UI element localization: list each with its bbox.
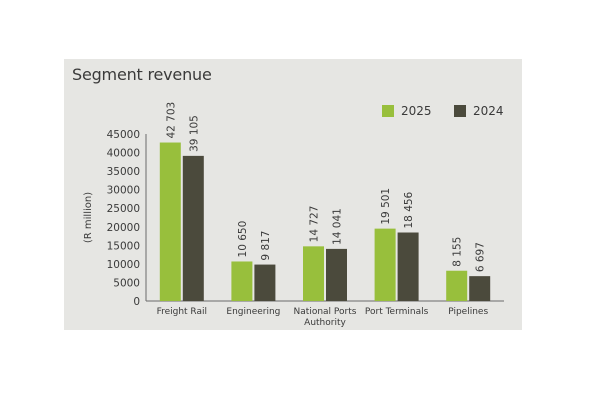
data-label-2024: 9 817: [260, 231, 272, 261]
y-tick-label: 10000: [107, 259, 140, 271]
y-tick-label: 30000: [107, 185, 140, 197]
y-tick-label: 35000: [107, 166, 140, 178]
chart-panel: Segment revenue 2025 2024 (R million) 0 50…: [64, 59, 522, 330]
bar-2024: [326, 248, 347, 301]
data-label-2025: 8 155: [452, 237, 464, 267]
x-tick-label: Freight Rail: [157, 307, 207, 317]
y-tick-label: 20000: [107, 222, 140, 234]
y-tick-label: 5000: [113, 277, 140, 289]
bar-2025: [159, 142, 181, 301]
x-tick-label: Engineering: [226, 307, 280, 317]
x-tick-label: Pipelines: [448, 307, 488, 317]
bar-2024: [182, 155, 204, 301]
y-tick-label: 0: [133, 296, 140, 308]
data-label-2025: 10 650: [237, 221, 249, 258]
data-label-2024: 14 041: [332, 208, 344, 245]
y-tick-label: 15000: [107, 240, 140, 252]
y-axis-title: (R million): [83, 192, 94, 243]
bar-2025: [303, 246, 324, 301]
data-label-2024: 6 697: [475, 242, 487, 272]
bar-2025: [374, 228, 396, 301]
data-label-2025: 19 501: [380, 188, 392, 225]
bar-chart: (R million) 0 5000 10000 15000 20000 25000 3000…: [83, 102, 504, 328]
data-label-2024: 18 456: [403, 191, 415, 228]
bar-2025: [231, 261, 253, 301]
y-tick-label: 25000: [107, 203, 140, 215]
x-tick-label: Port Terminals: [365, 307, 429, 317]
bar-2024: [254, 264, 276, 301]
x-tick-label: National Ports: [294, 307, 357, 317]
bar-2024: [397, 232, 419, 301]
chart-title: Segment revenue: [72, 65, 212, 84]
data-label-2025: 42 703: [165, 102, 177, 139]
y-tick-label: 40000: [107, 148, 140, 160]
data-label-2024: 39 105: [188, 115, 200, 152]
x-tick-label: Authority: [304, 318, 346, 328]
data-label-2025: 14 727: [309, 206, 321, 243]
bar-2025: [446, 270, 468, 301]
y-tick-label: 45000: [107, 129, 140, 141]
bar-2024: [469, 276, 491, 301]
